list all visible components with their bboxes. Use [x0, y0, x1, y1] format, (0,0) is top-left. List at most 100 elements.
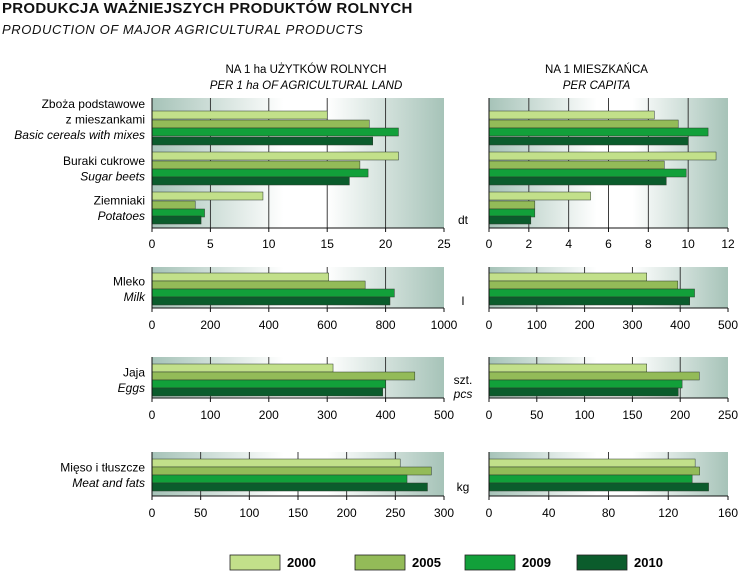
bar-2010: [151, 482, 428, 492]
category-label-pl: Mięso i tłuszcze: [60, 460, 145, 474]
panel-right: 0 50 100 150 200 250: [486, 357, 738, 422]
tick-label: 15: [321, 237, 335, 251]
bar-2005: [488, 371, 700, 381]
panel-left: 0 100 200 300 400 500: [149, 357, 454, 422]
tick-label: 2: [525, 237, 532, 251]
tick-label: 0: [486, 506, 493, 520]
category-label-pl: Jaja: [123, 365, 145, 379]
chart-subtitle: PRODUCTION OF MAJOR AGRICULTURAL PRODUCT…: [2, 22, 364, 37]
legend-label: 2000: [287, 555, 316, 570]
tick-label: 100: [527, 318, 547, 332]
bar-2000: [151, 272, 329, 282]
bar-2009: [488, 127, 709, 137]
tick-label: 100: [575, 408, 595, 422]
bar-2005: [151, 280, 366, 290]
tick-label: 250: [718, 408, 738, 422]
bar-2005: [151, 119, 370, 129]
tick-label: 200: [337, 506, 357, 520]
bar-2000: [151, 191, 264, 201]
tick-label: 100: [200, 408, 220, 422]
legend-item-2009: 2009: [464, 554, 551, 571]
tick-label: 160: [718, 506, 738, 520]
category-label-en: Sugar beets: [80, 169, 145, 183]
tick-label: 200: [200, 318, 220, 332]
bar-2005: [488, 119, 679, 129]
unit-label: dt: [458, 213, 469, 227]
legend-item-2005: 2005: [354, 554, 441, 571]
tick-label: 20: [379, 237, 393, 251]
legend-label: 2005: [412, 555, 441, 570]
panel-right: 0 40 80 120 160: [486, 452, 738, 520]
legend-swatch: [464, 554, 516, 571]
tick-label: 8: [645, 237, 652, 251]
bar-2010: [151, 296, 391, 306]
tick-label: 0: [149, 408, 156, 422]
bar-2010: [488, 296, 691, 306]
bar-2000: [151, 151, 399, 161]
bar-2009: [151, 474, 408, 484]
tick-label: 300: [434, 506, 454, 520]
unit-label-en: pcs: [453, 387, 473, 401]
legend-swatch: [354, 554, 406, 571]
tick-label: 0: [486, 408, 493, 422]
tick-label: 10: [681, 237, 695, 251]
bar-2009: [151, 288, 395, 298]
category-label-pl: z mieszankami: [66, 113, 145, 127]
tick-label: 1000: [431, 318, 458, 332]
bar-2009: [151, 127, 399, 137]
bar-2000: [488, 151, 717, 161]
panel-left: 0 200 400 600 800 1000: [149, 267, 458, 332]
category-label-en: Milk: [124, 290, 146, 304]
column-header-en: PER CAPITA: [563, 80, 631, 92]
legend-label: 2009: [522, 555, 551, 570]
tick-label: 5: [207, 237, 214, 251]
tick-label: 300: [317, 408, 337, 422]
legend-label: 2010: [634, 555, 663, 570]
tick-label: 300: [622, 318, 642, 332]
bar-2009: [488, 288, 695, 298]
unit-label: kg: [457, 480, 470, 494]
tick-label: 40: [542, 506, 556, 520]
legend-swatch: [576, 554, 628, 571]
tick-label: 250: [385, 506, 405, 520]
bar-2010: [488, 387, 679, 397]
bar-2005: [488, 160, 665, 170]
tick-label: 0: [149, 318, 156, 332]
unit-label: szt.: [454, 373, 473, 387]
bar-2005: [151, 200, 196, 210]
tick-label: 12: [721, 237, 735, 251]
bar-2010: [488, 482, 709, 492]
tick-label: 600: [317, 318, 337, 332]
column-header-en: PER 1 ha OF AGRICULTURAL LAND: [210, 80, 403, 92]
bar-2000: [488, 458, 696, 468]
bar-2009: [488, 168, 687, 178]
bar-2010: [488, 176, 667, 186]
bar-2010: [488, 215, 532, 225]
tick-label: 0: [486, 237, 493, 251]
panel-left: 0 5 10 15 20 25: [149, 98, 451, 251]
tick-label: 25: [437, 237, 451, 251]
column-header-pl: NA 1 ha UŻYTKÓW ROLNYCH: [225, 63, 386, 76]
bar-2009: [151, 168, 369, 178]
bar-2000: [488, 110, 655, 120]
tick-label: 80: [602, 506, 616, 520]
panel-left: 0 50 100 150 200 250 300: [149, 452, 454, 520]
tick-label: 150: [622, 408, 642, 422]
tick-label: 800: [376, 318, 396, 332]
legend-swatch: [229, 554, 281, 571]
bar-2005: [151, 160, 361, 170]
tick-label: 100: [239, 506, 259, 520]
bar-2005: [151, 371, 416, 381]
bar-2009: [488, 474, 693, 484]
tick-label: 150: [288, 506, 308, 520]
panel-right: 0 2 4 6 8 10 12: [486, 98, 735, 251]
legend-item-2010: 2010: [576, 554, 663, 571]
tick-label: 50: [194, 506, 208, 520]
tick-label: 400: [376, 408, 396, 422]
bar-2009: [488, 379, 683, 389]
bar-2010: [151, 215, 202, 225]
category-label-pl: Ziemniaki: [94, 193, 145, 207]
tick-label: 400: [670, 318, 690, 332]
bar-2005: [151, 466, 432, 476]
